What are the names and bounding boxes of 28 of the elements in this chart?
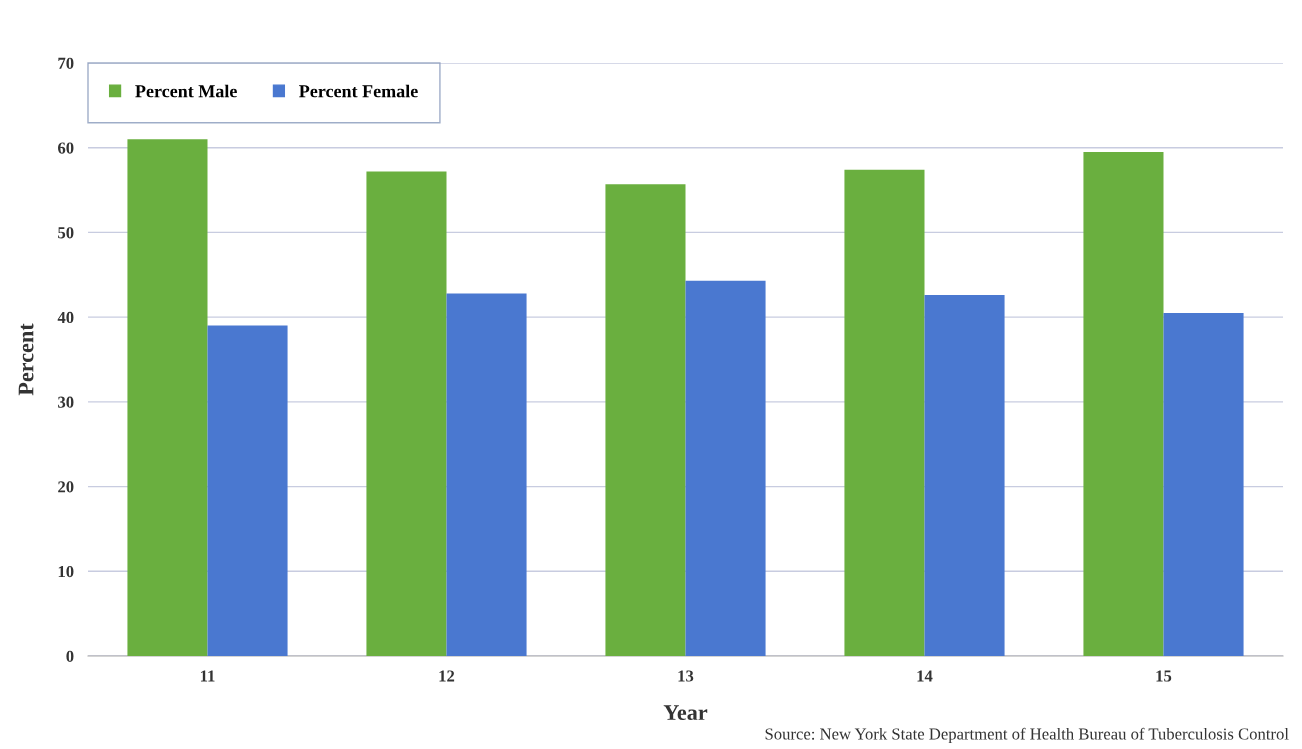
x-axis-title: Year [663,705,708,721]
bar [207,325,288,656]
y-tick-label: 60 [58,142,74,154]
y-tick-label: 10 [58,565,74,578]
x-tick-label: 12 [439,670,455,682]
bar [685,280,766,656]
x-tick-label: 14 [917,670,933,682]
bar [1163,312,1244,656]
bar [127,139,208,656]
y-axis-title: Percent [18,323,34,396]
x-tick-label: 13 [678,670,694,682]
y-tick-label: 30 [58,396,74,408]
y-tick-label: 20 [58,481,74,493]
bar [366,171,447,656]
legend-label: Percent Female [299,84,418,98]
y-tick-label: 0 [66,650,74,662]
bar [1083,151,1164,656]
x-tick-label: 11 [200,670,215,682]
bar [446,293,527,656]
bar [605,184,686,656]
bar [844,169,925,656]
source-note: Source: New York State Department of Health Bureau of Tuberculosis Control [765,727,1289,744]
legend-label: Percent Male [135,84,237,98]
y-tick-label: 50 [58,227,74,239]
bar [924,295,1005,656]
y-tick-label: 40 [57,311,74,324]
x-tick-label: 15 [1156,670,1172,682]
y-tick-label: 70 [58,57,74,69]
